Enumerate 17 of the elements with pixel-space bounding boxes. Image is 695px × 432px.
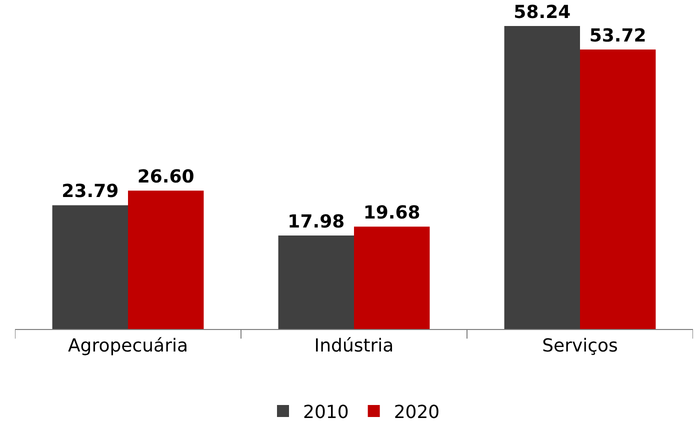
- legend-label: 2010: [303, 402, 349, 424]
- bar: [128, 190, 204, 329]
- x-tick-label: Indústria: [314, 336, 394, 357]
- x-tick-label: Serviços: [542, 336, 618, 357]
- data-label: 58.24: [514, 2, 571, 23]
- data-label: 17.98: [288, 211, 345, 232]
- legend-label: 2020: [394, 402, 440, 424]
- bar: [504, 26, 580, 329]
- x-tick-label: Agropecuária: [68, 336, 188, 357]
- bar: [354, 226, 430, 329]
- bar: [580, 49, 656, 329]
- bar: [278, 235, 354, 329]
- data-label: 23.79: [62, 181, 119, 202]
- data-label: 26.60: [137, 166, 194, 188]
- data-label: 53.72: [589, 25, 646, 46]
- data-label: 19.68: [363, 202, 420, 224]
- bar: [52, 205, 128, 329]
